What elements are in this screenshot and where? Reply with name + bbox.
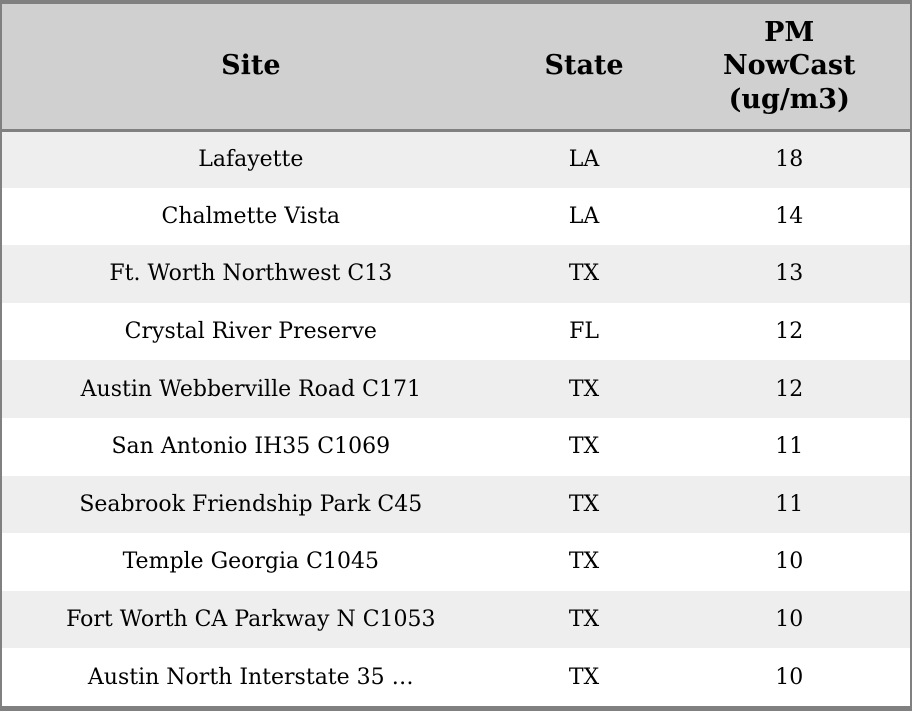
- table-row: Temple Georgia C1045 TX 10: [2, 533, 910, 591]
- table-header-row: Site State PM NowCast (ug/m3): [2, 4, 910, 132]
- column-header-site: Site: [2, 4, 500, 132]
- table-row: Chalmette Vista LA 14: [2, 187, 910, 246]
- table-row: Crystal River Preserve FL 12: [2, 302, 910, 361]
- state-cell: TX: [568, 549, 600, 575]
- pm-nowcast-cell: 14: [775, 203, 804, 229]
- site-cell: San Antonio IH35 C1069: [111, 434, 391, 460]
- table-row: Seabrook Friendship Park C45 TX 11: [2, 475, 910, 534]
- site-cell: Austin North Interstate 35 …: [87, 664, 414, 690]
- state-cell: LA: [568, 147, 600, 173]
- pm-nowcast-cell: 12: [775, 319, 804, 345]
- table-row: Ft. Worth Northwest C13 TX 13: [2, 245, 910, 303]
- table-row: Austin North Interstate 35 … TX 10: [2, 648, 910, 706]
- state-cell: TX: [568, 261, 600, 287]
- pm-nowcast-cell: 10: [775, 549, 804, 575]
- column-header-pm-nowcast: PM NowCast (ug/m3): [668, 4, 910, 132]
- state-cell: FL: [569, 319, 599, 345]
- table-row: Austin Webberville Road C171 TX 12: [2, 360, 910, 418]
- state-cell: TX: [568, 376, 600, 402]
- table-row: Fort Worth CA Parkway N C1053 TX 10: [2, 590, 910, 649]
- state-cell: TX: [568, 607, 600, 633]
- site-cell: Temple Georgia C1045: [122, 549, 379, 575]
- site-cell: Crystal River Preserve: [124, 319, 377, 345]
- pm-nowcast-cell: 12: [775, 376, 804, 402]
- state-cell: LA: [568, 203, 600, 229]
- table-row: San Antonio IH35 C1069 TX 11: [2, 417, 910, 476]
- column-header-pm-nowcast-label: PM NowCast (ug/m3): [722, 16, 856, 116]
- site-cell: Austin Webberville Road C171: [80, 376, 421, 402]
- site-cell: Fort Worth CA Parkway N C1053: [66, 607, 436, 633]
- site-cell: Lafayette: [198, 147, 304, 173]
- data-table: Site State PM NowCast (ug/m3) Lafayette …: [2, 4, 910, 706]
- pm-nowcast-cell: 10: [775, 607, 804, 633]
- state-cell: TX: [568, 491, 600, 517]
- site-cell: Seabrook Friendship Park C45: [79, 491, 423, 517]
- pm-nowcast-cell: 11: [775, 491, 804, 517]
- column-header-state: State: [499, 4, 669, 132]
- site-cell: Ft. Worth Northwest C13: [109, 261, 393, 287]
- pm-nowcast-cell: 13: [775, 261, 804, 287]
- table-row: Lafayette LA 18: [2, 130, 910, 188]
- site-cell: Chalmette Vista: [161, 203, 341, 229]
- state-cell: TX: [568, 664, 600, 690]
- pm-nowcast-cell: 11: [775, 434, 804, 460]
- state-cell: TX: [568, 434, 600, 460]
- pm-nowcast-cell: 18: [775, 147, 804, 173]
- pm-nowcast-cell: 10: [775, 664, 804, 690]
